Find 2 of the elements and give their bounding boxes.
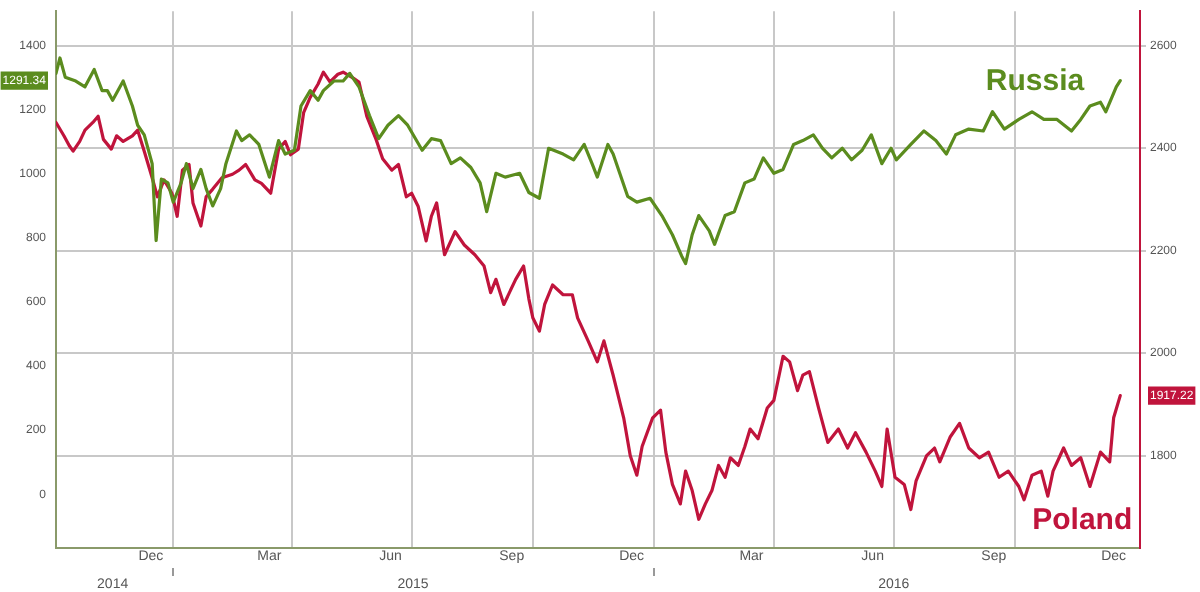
series-label: Poland [1032,503,1133,538]
series-label: Russia [985,63,1086,98]
